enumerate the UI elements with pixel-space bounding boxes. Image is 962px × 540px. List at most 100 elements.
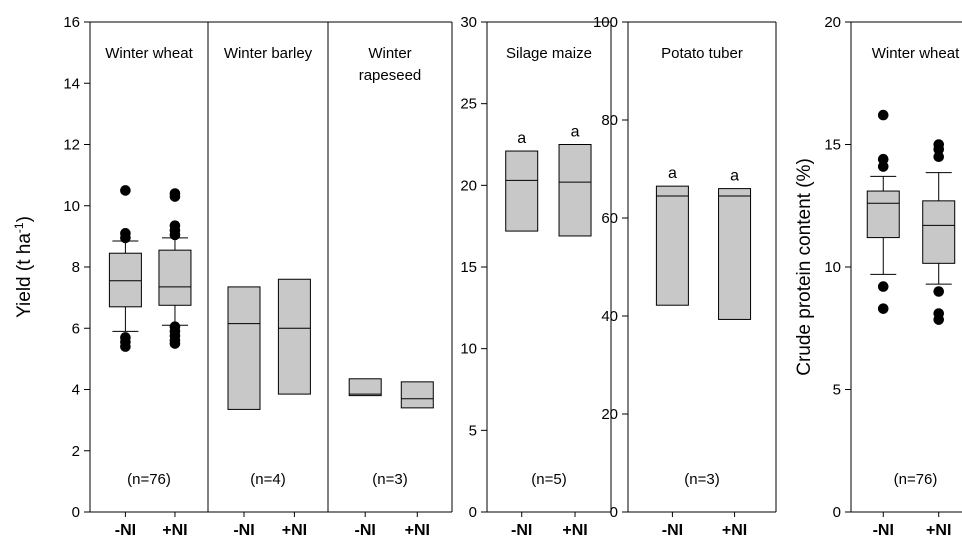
y-tick-label: 16	[63, 14, 80, 31]
x-category-label: +NI	[405, 522, 430, 539]
outlier-point	[877, 303, 889, 314]
y-tick-label: 10	[63, 198, 80, 215]
y-tick-label: 10	[824, 259, 841, 276]
box-group: a +NI	[718, 168, 752, 539]
sample-size-label: (n=4)	[250, 471, 285, 488]
sample-size-label: (n=76)	[127, 471, 171, 488]
x-category-label: -NI	[511, 522, 532, 539]
y-tick-label: 4	[72, 382, 80, 399]
y-tick-label: 25	[460, 96, 477, 113]
outlier-point	[169, 321, 181, 333]
outlier-point	[169, 188, 181, 199]
y-tick-label: 0	[833, 504, 841, 521]
outlier-point	[877, 109, 889, 121]
x-category-label: +NI	[722, 522, 747, 539]
box	[158, 249, 192, 306]
outlier-point	[120, 332, 131, 343]
y-tick-label: 6	[72, 320, 80, 337]
y-tick-label: 2	[72, 443, 80, 460]
outlier-point	[877, 153, 889, 165]
panel-title: Winter wheat	[105, 45, 193, 62]
box-group: a -NI	[655, 165, 689, 539]
y-tick-label: 12	[63, 137, 80, 154]
y-tick-label: 20	[601, 406, 618, 423]
y-tick-label: 10	[460, 341, 477, 358]
panel-title: Potato tuber	[661, 45, 743, 62]
box-group: -NI	[227, 286, 261, 539]
sample-size-label: (n=3)	[684, 471, 719, 488]
outlier-point	[933, 139, 945, 150]
x-category-label: +NI	[282, 522, 307, 539]
box-group: -NI	[348, 378, 382, 539]
x-category-label: -NI	[355, 522, 376, 539]
y-tick-label: 20	[460, 177, 477, 194]
y-axis-label: Crude protein content (%)	[794, 158, 815, 376]
significance-letter: a	[730, 168, 739, 185]
significance-letter: a	[571, 124, 580, 141]
panel-3-0: Winter wheat (n=76) -NI +NI	[866, 45, 960, 539]
significance-letter: a	[517, 130, 526, 147]
panel-title: Silage maize	[506, 45, 592, 62]
panel-title: Winter wheat	[872, 45, 960, 62]
sample-size-label: (n=3)	[372, 471, 407, 488]
y-tick-label: 5	[469, 422, 477, 439]
y-tick-label: 20	[824, 14, 841, 31]
y-tick-label: 5	[833, 382, 841, 399]
panel-0-1: Winter barley (n=4) -NI +NI	[207, 22, 313, 539]
box-group: -NI	[866, 109, 900, 539]
panel-2-0: Potato tuber (n=3) a -NI a +NI	[655, 45, 752, 539]
box-group: +NI	[400, 381, 434, 539]
box	[718, 188, 752, 320]
x-category-label: -NI	[233, 522, 254, 539]
outlier-point	[877, 281, 889, 292]
box-group: a -NI	[505, 130, 539, 539]
x-category-label: +NI	[562, 522, 587, 539]
outlier-point	[120, 228, 131, 239]
box-group: +NI	[158, 188, 192, 539]
box	[348, 378, 382, 397]
y-tick-label: 0	[610, 504, 618, 521]
outlier-point	[933, 286, 945, 297]
box	[922, 200, 956, 264]
panel-1-0: Silage maize (n=5) a -NI a +NI	[505, 45, 592, 539]
sample-size-label: (n=76)	[894, 471, 938, 488]
box-group: -NI	[108, 185, 142, 539]
panel-title: Winter	[368, 45, 411, 62]
y-axis-label: Yield (t ha-1)	[12, 216, 35, 318]
box	[505, 150, 539, 232]
x-category-label: +NI	[926, 522, 951, 539]
y-tick-label: 30	[460, 14, 477, 31]
box	[400, 381, 434, 409]
axis-group-0: 0 2 4 6 8 10 12 14 16 Yield (t ha-1) Winter wheat (…	[12, 14, 453, 539]
x-category-label: -NI	[115, 522, 136, 539]
outlier-point	[120, 185, 131, 196]
box	[227, 286, 261, 410]
panel-0-0: Winter wheat (n=76) -NI +NI	[105, 45, 193, 539]
y-tick-label: 100	[593, 14, 618, 31]
x-category-label: -NI	[873, 522, 894, 539]
significance-letter: a	[668, 165, 677, 182]
axis-group-2: 0 20 40 60 80 100 Potato tuber (n=3) a -NI a +NI	[593, 14, 777, 539]
y-tick-label: 0	[469, 504, 477, 521]
box	[277, 278, 311, 395]
box	[108, 252, 142, 308]
outlier-point	[877, 161, 889, 172]
y-tick-label: 14	[63, 75, 80, 92]
y-tick-label: 15	[460, 259, 477, 276]
panel-title: rapeseed	[359, 67, 422, 84]
panel-title: Winter barley	[224, 45, 313, 62]
box	[655, 185, 689, 306]
axis-group-3: 0 5 10 15 20 Crude protein content (%) Winter …	[794, 14, 962, 539]
box-group: +NI	[277, 278, 311, 539]
y-tick-label: 15	[824, 137, 841, 154]
axis-group-1: 0 5 10 15 20 25 30 Silage maize (n=5) a -NI a +NI	[460, 14, 612, 539]
y-tick-label: 8	[72, 259, 80, 276]
y-tick-label: 60	[601, 210, 618, 227]
y-tick-label: 40	[601, 308, 618, 325]
box-group: +NI	[922, 139, 956, 539]
outlier-point	[933, 308, 945, 319]
y-tick-label: 80	[601, 112, 618, 129]
sample-size-label: (n=5)	[531, 471, 566, 488]
x-category-label: -NI	[662, 522, 683, 539]
